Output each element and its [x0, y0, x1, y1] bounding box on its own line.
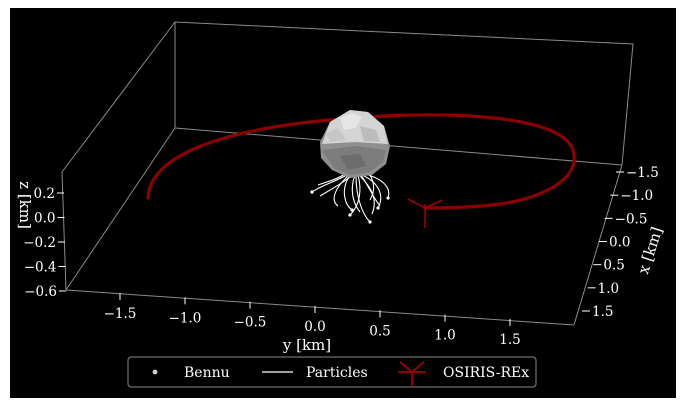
bennu-asteroid [320, 110, 390, 178]
legend-bennu-label: Bennu [184, 365, 230, 381]
z-axis-label: z [km] [16, 181, 34, 229]
y-tick-label: −1.0 [169, 310, 202, 326]
x-tick-label: 0.5 [603, 258, 624, 274]
x-tick-label: 1.0 [598, 281, 619, 297]
floor-left-edge [65, 127, 176, 291]
x-tick-label: −1.5 [626, 165, 659, 181]
particle-endpoints [310, 190, 390, 224]
z-tick-label: 0.0 [34, 211, 55, 227]
floor-back-edge [174, 127, 623, 166]
z-tick-label: −0.4 [24, 260, 57, 276]
y-tick-label: −1.5 [104, 306, 137, 322]
back-top-edge [61, 21, 634, 173]
legend-frame [127, 356, 537, 388]
osiris-rex-spacecraft-marker [407, 198, 443, 228]
y-axis-spine [65, 289, 575, 326]
x-axis-spine [573, 164, 623, 326]
y-tick-label: −0.5 [234, 315, 267, 331]
z-tick-label: −0.6 [24, 284, 57, 300]
x-tick-label: 1.5 [592, 304, 613, 320]
x-tick-label: −0.5 [615, 211, 648, 227]
y-tick-label: 1.5 [499, 332, 520, 348]
x-tick-label: 0.0 [609, 235, 630, 251]
plot-background [10, 8, 676, 398]
z-tick-label: 0.2 [34, 186, 55, 202]
x-tick-label: −1.0 [620, 188, 653, 204]
y-tick-label: 1.0 [434, 328, 455, 344]
y-axis-ticks: −1.5 −1.0 −0.5 0.0 0.5 1.0 1.5 [104, 293, 521, 348]
z-axis-spine [61, 171, 67, 291]
y-tick-label: 0.5 [369, 323, 390, 339]
x-axis-ticks: −1.5 −1.0 −0.5 0.0 0.5 1.0 1.5 [582, 165, 659, 320]
y-axis-label: y [km] [282, 336, 331, 354]
legend-osiris-rex-label: OSIRIS-REx [443, 365, 529, 381]
legend: Bennu Particles OSIRIS-REx [127, 356, 537, 388]
legend-bennu-marker [152, 369, 158, 375]
z-axis-ticks: 0.2 0.0 −0.2 −0.4 −0.6 [23, 186, 66, 300]
legend-osiris-rex-marker [398, 361, 426, 387]
osiris-rex-orbit [146, 113, 576, 210]
legend-particles-label: Particles [306, 365, 368, 381]
y-tick-label: 0.0 [304, 319, 325, 335]
axes-box [61, 21, 634, 326]
z-tick-label: −0.2 [23, 235, 56, 251]
